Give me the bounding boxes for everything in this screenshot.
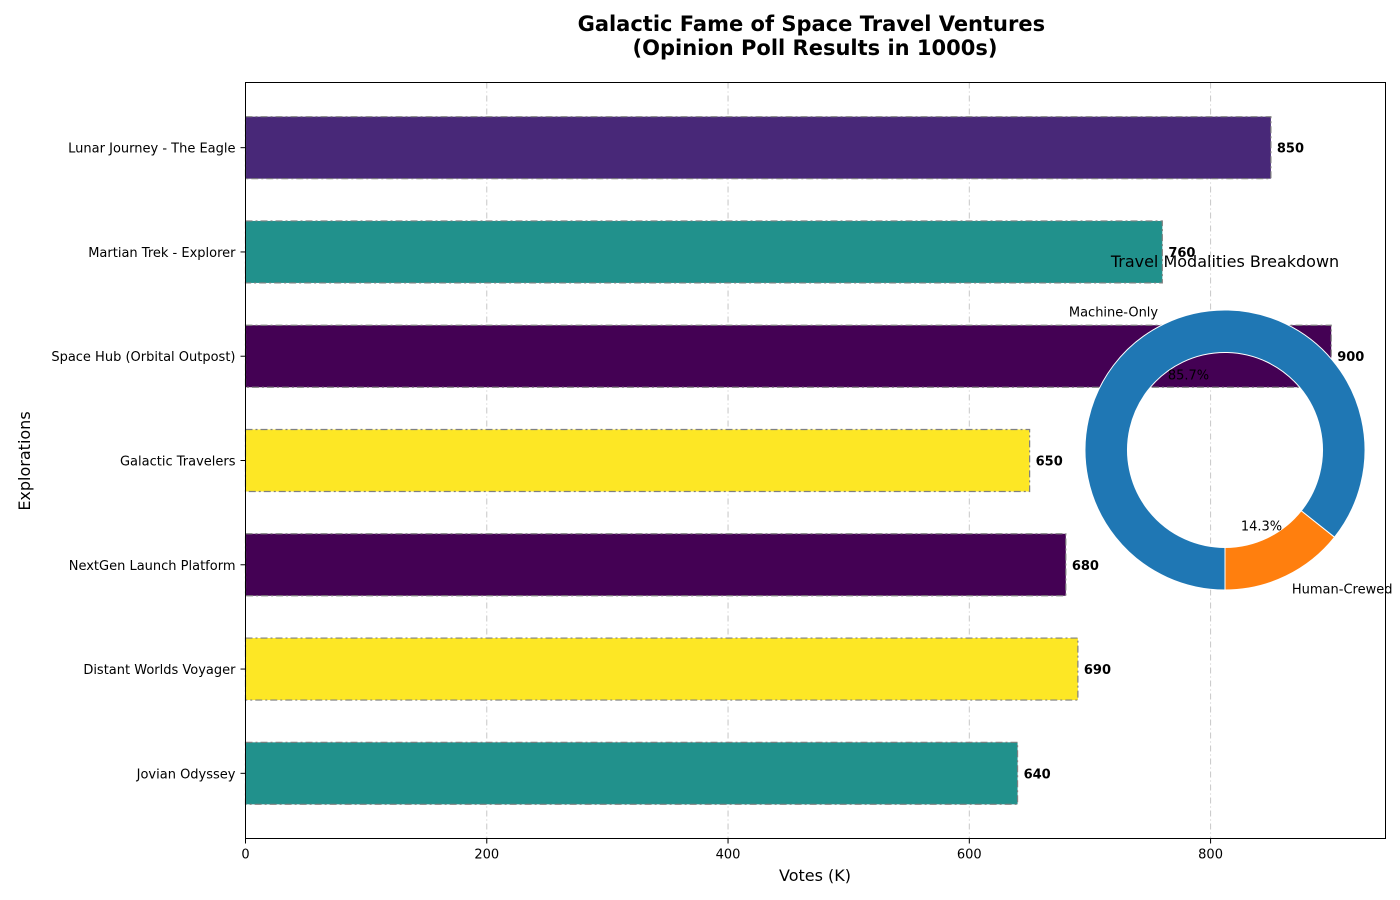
y-tick-label: Distant Worlds Voyager — [83, 663, 236, 678]
data-labels: 850 760 900 650 680 690 640 — [1024, 142, 1365, 783]
donut-slice-label: Human-Crewed — [1292, 583, 1393, 598]
bar-value-label: 690 — [1084, 663, 1111, 678]
donut-percent-label: 14.3% — [1241, 520, 1282, 535]
y-tick-label: Jovian Odyssey — [136, 767, 236, 782]
bar-value-label: 900 — [1337, 350, 1364, 365]
donut-slice-label: Machine-Only — [1069, 305, 1159, 320]
x-axis-label: Votes (K) — [779, 866, 851, 885]
x-tick-label: 400 — [716, 848, 741, 863]
donut-chart: Travel Modalities Breakdown Human-Crewed… — [1069, 252, 1393, 598]
bar-value-label: 680 — [1072, 559, 1099, 574]
y-axis-label: Explorations — [15, 411, 34, 510]
bar-value-label: 850 — [1277, 142, 1304, 157]
bar — [244, 533, 1067, 597]
y-tick-label: NextGen Launch Platform — [69, 559, 236, 574]
x-tick-label: 0 — [241, 848, 249, 863]
y-tick-label: Galactic Travelers — [120, 455, 236, 470]
bar-value-label: 650 — [1036, 455, 1063, 470]
chart-title-line-2: (Opinion Poll Results in 1000s) — [633, 36, 998, 60]
bar-value-label: 640 — [1024, 767, 1051, 782]
donut-percent-label: 85.7% — [1168, 368, 1209, 383]
bar — [244, 220, 1163, 284]
y-axis-ticks: Lunar Journey - The Eagle Martian Trek - … — [51, 142, 246, 782]
bar — [244, 741, 1019, 805]
chart-title: Galactic Fame of Space Travel Ventures (… — [578, 12, 1053, 60]
y-tick-label: Lunar Journey - The Eagle — [68, 142, 235, 157]
y-tick-label: Martian Trek - Explorer — [88, 246, 236, 261]
bar-series — [244, 116, 1332, 805]
bar-value-label: 760 — [1168, 246, 1195, 261]
donut-slice — [1084, 309, 1366, 591]
bar — [244, 116, 1272, 180]
x-tick-label: 200 — [474, 848, 499, 863]
x-tick-label: 800 — [1198, 848, 1223, 863]
bar — [244, 428, 1031, 493]
y-tick-label: Space Hub (Orbital Outpost) — [51, 350, 235, 365]
bar — [244, 637, 1079, 701]
donut-title: Travel Modalities Breakdown — [1110, 252, 1339, 271]
chart-title-line-1: Galactic Fame of Space Travel Ventures — [578, 12, 1046, 36]
x-axis-ticks: 0 200 400 600 800 — [241, 838, 1223, 863]
x-tick-label: 600 — [957, 848, 982, 863]
